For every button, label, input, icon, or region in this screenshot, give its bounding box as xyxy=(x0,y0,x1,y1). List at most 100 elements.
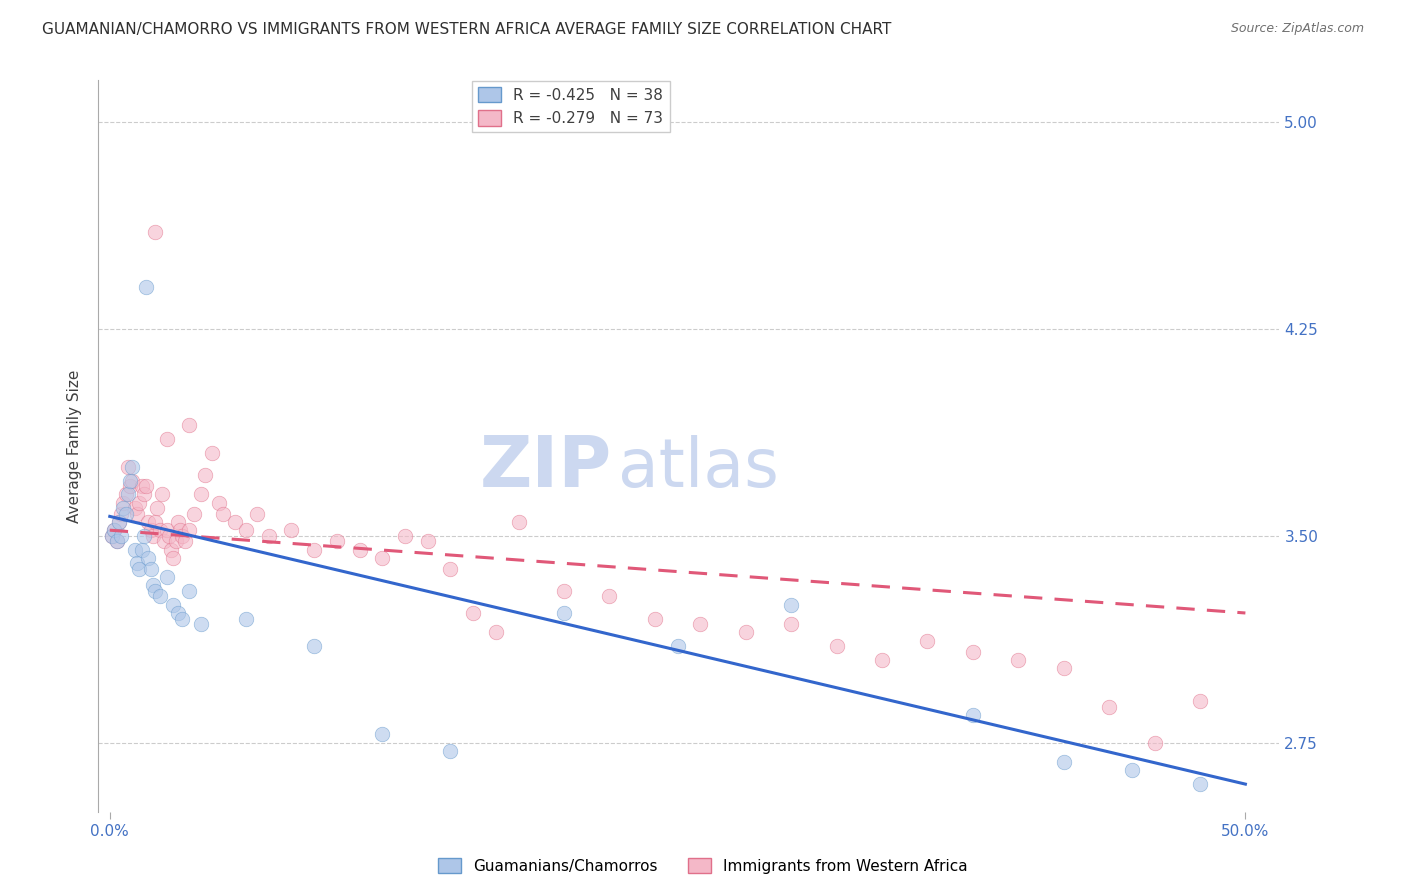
Point xyxy=(114,507,136,521)
Point xyxy=(155,432,177,446)
Point xyxy=(132,529,155,543)
Point xyxy=(150,487,173,501)
Point xyxy=(302,639,325,653)
Point xyxy=(1143,736,1166,750)
Point xyxy=(110,529,132,543)
Point xyxy=(108,515,131,529)
Point xyxy=(117,459,139,474)
Point xyxy=(153,534,176,549)
Point xyxy=(173,534,195,549)
Point xyxy=(1053,755,1076,769)
Point xyxy=(644,611,666,625)
Point xyxy=(149,590,172,604)
Point xyxy=(246,507,269,521)
Point xyxy=(103,523,125,537)
Point xyxy=(666,639,689,653)
Point xyxy=(155,570,177,584)
Point xyxy=(128,495,150,509)
Point xyxy=(120,479,142,493)
Point xyxy=(780,617,803,632)
Point xyxy=(110,507,132,521)
Point xyxy=(167,606,190,620)
Point xyxy=(135,479,157,493)
Point xyxy=(1053,661,1076,675)
Point xyxy=(1188,777,1211,791)
Point xyxy=(125,557,148,571)
Point xyxy=(142,529,165,543)
Point xyxy=(208,495,231,509)
Point xyxy=(235,523,257,537)
Point xyxy=(689,617,711,632)
Point xyxy=(280,523,302,537)
Point xyxy=(212,507,235,521)
Point xyxy=(149,523,172,537)
Point xyxy=(142,578,165,592)
Point xyxy=(105,534,128,549)
Point xyxy=(825,639,848,653)
Text: Source: ZipAtlas.com: Source: ZipAtlas.com xyxy=(1230,22,1364,36)
Point xyxy=(371,550,394,565)
Point xyxy=(132,487,155,501)
Point xyxy=(172,611,194,625)
Point xyxy=(201,446,224,460)
Point xyxy=(734,625,756,640)
Point xyxy=(114,487,136,501)
Point xyxy=(553,606,575,620)
Legend: R = -0.425   N = 38, R = -0.279   N = 73: R = -0.425 N = 38, R = -0.279 N = 73 xyxy=(472,80,669,132)
Point xyxy=(139,562,162,576)
Point xyxy=(1188,694,1211,708)
Point xyxy=(1098,699,1121,714)
Point xyxy=(167,515,190,529)
Point xyxy=(143,583,166,598)
Legend: Guamanians/Chamorros, Immigrants from Western Africa: Guamanians/Chamorros, Immigrants from We… xyxy=(432,852,974,880)
Point xyxy=(146,501,169,516)
Point xyxy=(190,487,212,501)
Point xyxy=(157,529,180,543)
Point xyxy=(257,529,280,543)
Point xyxy=(139,523,162,537)
Point xyxy=(508,515,530,529)
Point xyxy=(138,515,160,529)
Point xyxy=(165,534,187,549)
Point xyxy=(138,550,160,565)
Text: atlas: atlas xyxy=(619,435,779,501)
Point xyxy=(439,744,461,758)
Point xyxy=(112,495,135,509)
Point xyxy=(962,645,984,659)
Point xyxy=(194,467,217,482)
Point xyxy=(172,529,194,543)
Point xyxy=(190,617,212,632)
Point xyxy=(101,529,124,543)
Point xyxy=(962,708,984,723)
Point xyxy=(131,479,153,493)
Point xyxy=(1007,653,1029,667)
Point xyxy=(120,474,142,488)
Point xyxy=(117,487,139,501)
Point xyxy=(1121,764,1143,778)
Point xyxy=(143,225,166,239)
Point xyxy=(121,474,143,488)
Point xyxy=(103,523,125,537)
Point xyxy=(135,280,157,294)
Point xyxy=(112,501,135,516)
Point xyxy=(121,459,143,474)
Point xyxy=(349,542,371,557)
Point xyxy=(128,562,150,576)
Point xyxy=(371,727,394,741)
Y-axis label: Average Family Size: Average Family Size xyxy=(67,369,83,523)
Point xyxy=(439,562,461,576)
Point xyxy=(179,583,201,598)
Point xyxy=(183,507,205,521)
Point xyxy=(131,542,153,557)
Point xyxy=(105,534,128,549)
Point xyxy=(870,653,893,667)
Point xyxy=(326,534,349,549)
Point xyxy=(302,542,325,557)
Point xyxy=(108,515,131,529)
Point xyxy=(143,515,166,529)
Point xyxy=(235,611,257,625)
Point xyxy=(394,529,416,543)
Point xyxy=(169,523,191,537)
Point xyxy=(917,633,939,648)
Point xyxy=(416,534,439,549)
